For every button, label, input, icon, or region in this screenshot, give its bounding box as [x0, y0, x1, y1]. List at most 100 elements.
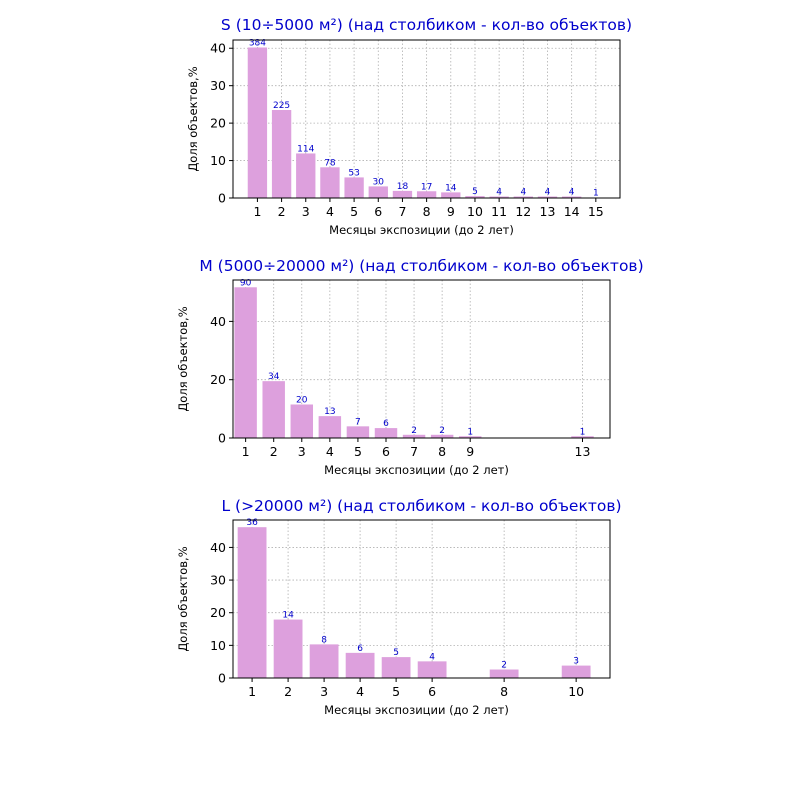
x-tick-label: 4 — [326, 204, 334, 219]
bar — [571, 436, 594, 438]
chart-title: S (10÷5000 м²) (над столбиком - кол-во о… — [221, 16, 632, 34]
bar-label: 2 — [439, 426, 445, 436]
bar — [309, 644, 339, 678]
bar-label: 5 — [393, 648, 399, 658]
bar — [262, 381, 285, 438]
bar-label: 1 — [593, 189, 599, 199]
x-tick-label: 5 — [350, 204, 358, 219]
x-tick-label: 7 — [398, 204, 406, 219]
y-tick-label: 20 — [210, 605, 226, 620]
x-axis-label: Месяцы экспозиции (до 2 лет) — [324, 463, 509, 477]
chart-title: M (5000÷20000 м²) (над столбиком - кол-в… — [199, 257, 643, 275]
x-tick-label: 5 — [392, 684, 400, 699]
bar — [489, 669, 519, 678]
x-tick-label: 8 — [423, 204, 431, 219]
chart-1: M (5000÷20000 м²) (над столбиком - кол-в… — [176, 257, 644, 477]
bar — [234, 287, 257, 438]
bar-label: 384 — [249, 38, 266, 48]
y-axis-label: Доля объектов,% — [186, 66, 200, 171]
x-axis-label: Месяцы экспозиции (до 2 лет) — [324, 703, 509, 717]
y-tick-label: 0 — [218, 671, 226, 686]
y-tick-label: 10 — [210, 638, 226, 653]
x-tick-label: 9 — [466, 444, 474, 459]
bar — [561, 196, 582, 198]
bar-label: 14 — [282, 611, 294, 621]
bar-label: 17 — [421, 182, 432, 192]
bar — [537, 196, 558, 198]
x-tick-label: 6 — [374, 204, 382, 219]
plot-frame — [232, 519, 611, 679]
bar — [271, 110, 292, 198]
bar-label: 4 — [569, 188, 575, 198]
bar — [368, 186, 388, 198]
bar — [489, 196, 509, 198]
x-tick-label: 1 — [248, 684, 256, 699]
bar — [345, 652, 375, 678]
y-tick-label: 30 — [210, 78, 226, 93]
bar — [402, 434, 426, 438]
y-tick-label: 0 — [218, 191, 226, 206]
y-axis-label: Доля объектов,% — [176, 546, 190, 651]
bar-label: 7 — [355, 417, 361, 427]
bar — [416, 191, 437, 198]
bar-label: 225 — [273, 101, 290, 111]
x-tick-label: 4 — [356, 684, 364, 699]
x-tick-label: 2 — [284, 684, 292, 699]
bar-label: 34 — [268, 372, 280, 382]
bar-label: 4 — [545, 188, 551, 198]
x-tick-label: 2 — [278, 204, 286, 219]
bar — [290, 404, 314, 438]
x-tick-label: 4 — [326, 444, 334, 459]
x-tick-label: 6 — [382, 444, 390, 459]
bar — [237, 527, 267, 678]
bar-label: 4 — [496, 188, 502, 198]
x-tick-label: 3 — [302, 204, 310, 219]
chart-2: L (>20000 м²) (над столбиком - кол-во об… — [176, 497, 622, 717]
x-tick-label: 15 — [588, 204, 604, 219]
bar-label: 14 — [445, 183, 457, 193]
y-tick-label: 40 — [210, 540, 226, 555]
x-tick-label: 6 — [428, 684, 436, 699]
y-tick-label: 20 — [210, 116, 226, 131]
x-tick-label: 3 — [298, 444, 306, 459]
bar-label: 13 — [324, 407, 335, 417]
x-tick-label: 13 — [575, 444, 591, 459]
x-tick-label: 1 — [253, 204, 261, 219]
bar-label: 5 — [472, 187, 478, 197]
x-tick-label: 12 — [515, 204, 531, 219]
bar-label: 36 — [246, 518, 258, 528]
plot-frame — [232, 279, 611, 439]
bar — [346, 426, 370, 438]
bar-label: 114 — [297, 144, 314, 154]
bar — [430, 434, 454, 438]
bar-label: 6 — [383, 419, 389, 429]
chart-0: S (10÷5000 м²) (над столбиком - кол-во о… — [186, 16, 632, 237]
bar-label: 8 — [321, 635, 327, 645]
bar — [392, 190, 413, 198]
bar-label: 6 — [357, 644, 363, 654]
y-axis-label: Доля объектов,% — [176, 306, 190, 411]
bar-label: 90 — [240, 278, 252, 288]
chart-title: L (>20000 м²) (над столбиком - кол-во об… — [221, 497, 621, 515]
bar-label: 20 — [296, 395, 308, 405]
bar-label: 1 — [580, 427, 586, 437]
x-tick-label: 11 — [491, 204, 507, 219]
bar — [561, 665, 591, 678]
x-tick-label: 8 — [438, 444, 446, 459]
y-tick-label: 20 — [210, 372, 226, 387]
bar-label: 2 — [501, 661, 507, 671]
x-tick-label: 3 — [320, 684, 328, 699]
bar — [374, 428, 398, 438]
x-tick-label: 10 — [568, 684, 584, 699]
bar — [296, 153, 316, 198]
bar — [465, 196, 485, 198]
x-tick-label: 9 — [447, 204, 455, 219]
y-tick-label: 0 — [218, 431, 226, 446]
bar-label: 18 — [397, 182, 409, 192]
y-tick-label: 40 — [210, 41, 226, 56]
bar — [417, 661, 447, 678]
bar-label: 2 — [411, 426, 417, 436]
bar — [247, 47, 268, 198]
bar-label: 78 — [324, 158, 336, 168]
